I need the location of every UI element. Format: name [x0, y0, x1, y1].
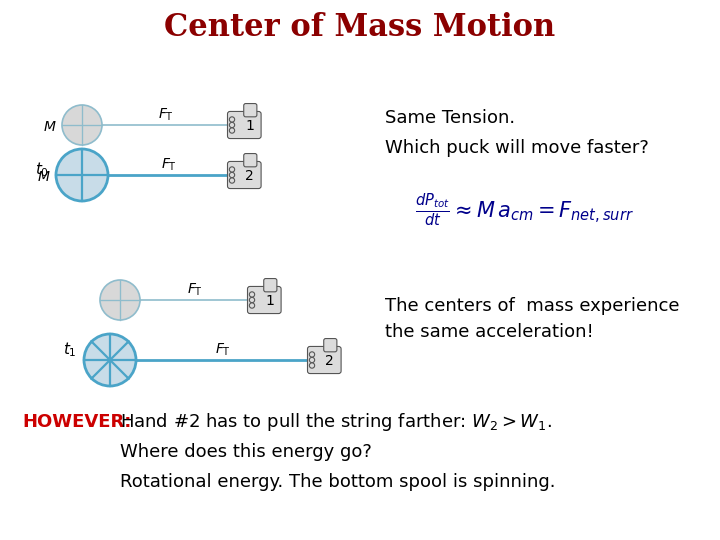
- FancyBboxPatch shape: [264, 279, 277, 292]
- Text: M: M: [38, 170, 50, 184]
- Circle shape: [310, 357, 315, 363]
- Text: 2: 2: [245, 169, 254, 183]
- Text: Same Tension.: Same Tension.: [385, 109, 515, 127]
- Text: Which puck will move faster?: Which puck will move faster?: [385, 139, 649, 157]
- Circle shape: [84, 334, 136, 386]
- Text: $F_{\rm T}$: $F_{\rm T}$: [158, 107, 174, 123]
- Circle shape: [100, 280, 140, 320]
- FancyBboxPatch shape: [228, 111, 261, 139]
- Circle shape: [249, 303, 255, 308]
- Text: $F_{\rm T}$: $F_{\rm T}$: [161, 157, 177, 173]
- Text: $t_0$: $t_0$: [35, 160, 49, 179]
- FancyBboxPatch shape: [248, 286, 281, 314]
- Circle shape: [249, 298, 255, 302]
- FancyBboxPatch shape: [307, 347, 341, 374]
- Circle shape: [230, 172, 235, 178]
- Text: 1: 1: [245, 119, 254, 133]
- Text: Rotational energy. The bottom spool is spinning.: Rotational energy. The bottom spool is s…: [120, 473, 556, 491]
- Text: Hand #2 has to pull the string farther: $W_2 > W_1$.: Hand #2 has to pull the string farther: …: [120, 411, 552, 433]
- Circle shape: [62, 105, 102, 145]
- Circle shape: [56, 149, 108, 201]
- Text: M: M: [44, 120, 56, 134]
- Circle shape: [230, 117, 235, 122]
- FancyBboxPatch shape: [244, 153, 257, 167]
- Text: $F_{\rm T}$: $F_{\rm T}$: [215, 342, 231, 358]
- Text: $F_{\rm T}$: $F_{\rm T}$: [187, 282, 203, 298]
- Circle shape: [310, 352, 315, 357]
- Circle shape: [249, 292, 255, 297]
- Text: Where does this energy go?: Where does this energy go?: [120, 443, 372, 461]
- FancyBboxPatch shape: [228, 161, 261, 188]
- FancyBboxPatch shape: [244, 104, 257, 117]
- Circle shape: [230, 178, 235, 183]
- Text: 2: 2: [325, 354, 334, 368]
- Circle shape: [230, 167, 235, 172]
- Text: The centers of  mass experience: The centers of mass experience: [385, 297, 680, 315]
- Text: the same acceleration!: the same acceleration!: [385, 323, 594, 341]
- Text: 1: 1: [265, 294, 274, 308]
- Circle shape: [230, 123, 235, 127]
- Text: Center of Mass Motion: Center of Mass Motion: [164, 12, 556, 44]
- Text: $\frac{dP_{tot}}{dt} \approx M\,a_{cm} = F_{net,surr}$: $\frac{dP_{tot}}{dt} \approx M\,a_{cm} =…: [415, 192, 634, 228]
- Circle shape: [310, 363, 315, 368]
- FancyBboxPatch shape: [324, 339, 337, 352]
- Circle shape: [230, 128, 235, 133]
- Text: HOWEVER:: HOWEVER:: [22, 413, 131, 431]
- Text: $t_1$: $t_1$: [63, 341, 77, 359]
